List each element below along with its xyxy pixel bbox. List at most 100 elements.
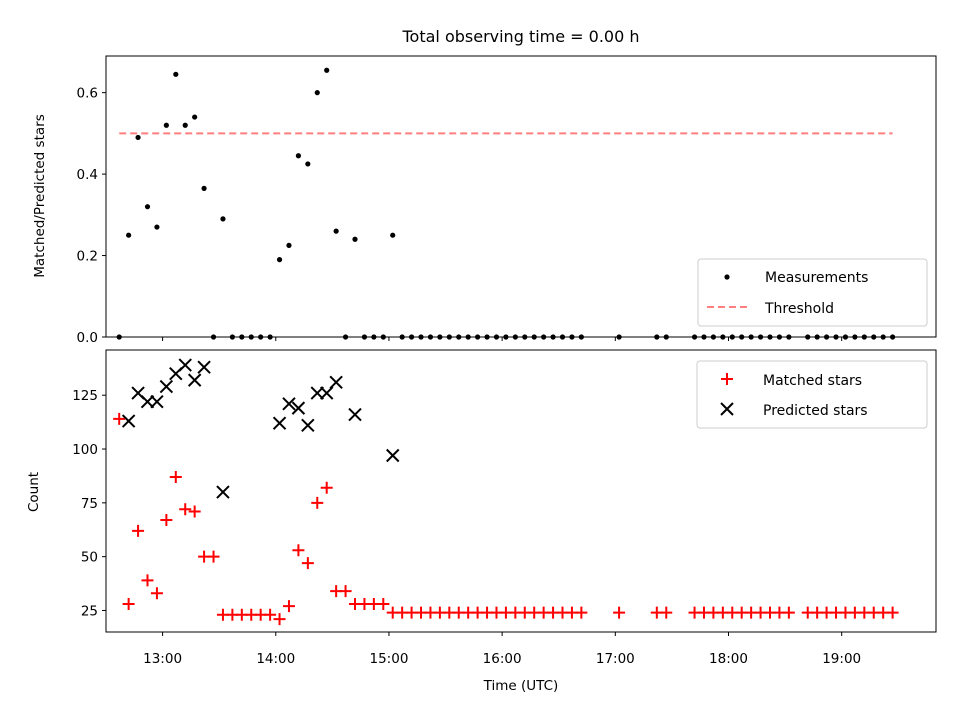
matched-star-point xyxy=(320,481,333,494)
count-panel: Count Time (UTC) 25 50 75 100 125 13:00 14:00… xyxy=(26,349,937,694)
legend-marker-matched xyxy=(721,373,733,385)
matched-star-point xyxy=(660,606,673,619)
measurement-point xyxy=(390,232,396,238)
matched-star-point xyxy=(575,606,588,619)
matched-star-point xyxy=(150,587,163,600)
ratio-legend: Measurements Threshold xyxy=(697,258,928,327)
ratio-plot-area xyxy=(105,55,937,338)
matched-star-point xyxy=(113,412,126,425)
x-tick-label: 17:00 xyxy=(596,651,635,667)
measurement-point xyxy=(333,228,339,234)
y-tick-label: 0.0 xyxy=(77,330,98,346)
predicted-star-point xyxy=(272,416,287,430)
x-tick-label: 16:00 xyxy=(483,651,522,667)
y-ticks-count: 25 50 75 100 125 xyxy=(72,388,106,619)
predicted-star-point xyxy=(140,394,155,409)
measurement-point xyxy=(201,185,207,191)
y-axis-label-count: Count xyxy=(26,472,42,512)
legend-label-threshold: Threshold xyxy=(764,301,834,317)
predicted-star-point xyxy=(159,379,174,394)
matched-star-point xyxy=(179,503,192,516)
measurement-point xyxy=(324,67,330,73)
x-tick-label: 14:00 xyxy=(256,651,295,667)
legend-label-matched: Matched stars xyxy=(763,373,862,389)
matched-star-point xyxy=(122,598,135,611)
predicted-star-point xyxy=(386,448,400,463)
x-ticks-count: 13:00 14:00 15:00 16:00 17:00 18:00 19:00 xyxy=(143,632,861,667)
count-legend: Matched stars Predicted stars xyxy=(696,360,928,429)
legend-box xyxy=(696,360,928,429)
predicted-star-point xyxy=(301,418,315,433)
predicted-star-point xyxy=(121,414,136,428)
measurement-point xyxy=(314,90,320,96)
predicted-star-point xyxy=(178,358,192,372)
x-tick-label: 13:00 xyxy=(143,651,182,667)
legend-label-measurements: Measurements xyxy=(765,270,868,286)
measurement-point xyxy=(163,122,169,128)
x-ticks-ratio xyxy=(162,337,843,341)
matched-star-point xyxy=(160,514,173,527)
matched-star-point xyxy=(273,613,286,626)
y-tick-label: 125 xyxy=(72,388,98,404)
matched-star-point xyxy=(339,585,352,598)
predicted-star-point xyxy=(329,375,343,389)
predicted-star-point xyxy=(348,407,362,422)
measurement-point xyxy=(144,204,151,210)
y-axis-label-ratio: Matched/Predicted stars xyxy=(32,114,48,277)
measurement-point xyxy=(220,216,226,222)
predicted-star-point xyxy=(319,386,334,400)
matched-star-point xyxy=(292,544,305,557)
y-tick-label: 0.4 xyxy=(77,167,98,183)
legend-marker-measurements xyxy=(724,274,730,280)
matched-star-point xyxy=(782,606,795,619)
measurement-point xyxy=(286,242,292,248)
matched-star-point xyxy=(132,524,145,537)
matched-star-point xyxy=(613,606,626,619)
measurement-point xyxy=(276,257,283,263)
y-tick-label: 0.6 xyxy=(77,86,98,102)
predicted-star-point xyxy=(310,386,324,400)
y-tick-label: 50 xyxy=(81,550,98,566)
matched-star-point xyxy=(264,608,277,621)
y-tick-label: 0.2 xyxy=(77,249,98,265)
count-plot-area xyxy=(105,349,937,633)
measurement-point xyxy=(192,114,198,120)
matched-star-point xyxy=(282,600,295,613)
y-tick-label: 25 xyxy=(81,603,98,619)
predicted-star-point xyxy=(282,397,296,411)
predicted-star-point xyxy=(150,394,164,409)
x-tick-label: 15:00 xyxy=(370,651,409,667)
y-tick-label: 75 xyxy=(81,496,98,512)
legend-label-predicted: Predicted stars xyxy=(763,403,868,419)
predicted-star-point xyxy=(187,373,202,387)
matched-star-point xyxy=(207,550,220,563)
measurement-point xyxy=(173,71,179,77)
matched-star-point xyxy=(377,598,390,611)
predicted-star-point xyxy=(197,360,211,374)
y-tick-label: 100 xyxy=(72,442,98,458)
y-ticks-ratio: 0.0 0.2 0.4 0.6 xyxy=(77,86,106,346)
measurement-point xyxy=(305,161,311,167)
matched-star-point xyxy=(188,505,201,518)
chart-title: Total observing time = 0.00 h xyxy=(401,27,639,46)
legend-marker-predicted xyxy=(720,402,734,416)
legend-box xyxy=(697,258,928,327)
count-series-marks xyxy=(113,358,899,626)
measurement-point xyxy=(154,224,160,230)
measurement-point xyxy=(295,153,302,159)
predicted-star-point xyxy=(291,401,306,415)
x-tick-label: 19:00 xyxy=(822,651,861,667)
predicted-star-point xyxy=(216,485,230,499)
matched-star-point xyxy=(301,557,314,570)
ratio-panel: Total observing time = 0.00 h Matched/Pr… xyxy=(32,27,937,346)
measurement-point xyxy=(352,236,358,242)
matched-star-point xyxy=(886,606,899,619)
matched-star-point xyxy=(141,574,154,587)
x-axis-label-time: Time (UTC) xyxy=(483,678,559,694)
measurement-point xyxy=(182,122,188,128)
measurement-point xyxy=(126,232,132,238)
matched-star-point xyxy=(169,471,182,484)
x-tick-label: 18:00 xyxy=(709,651,748,667)
